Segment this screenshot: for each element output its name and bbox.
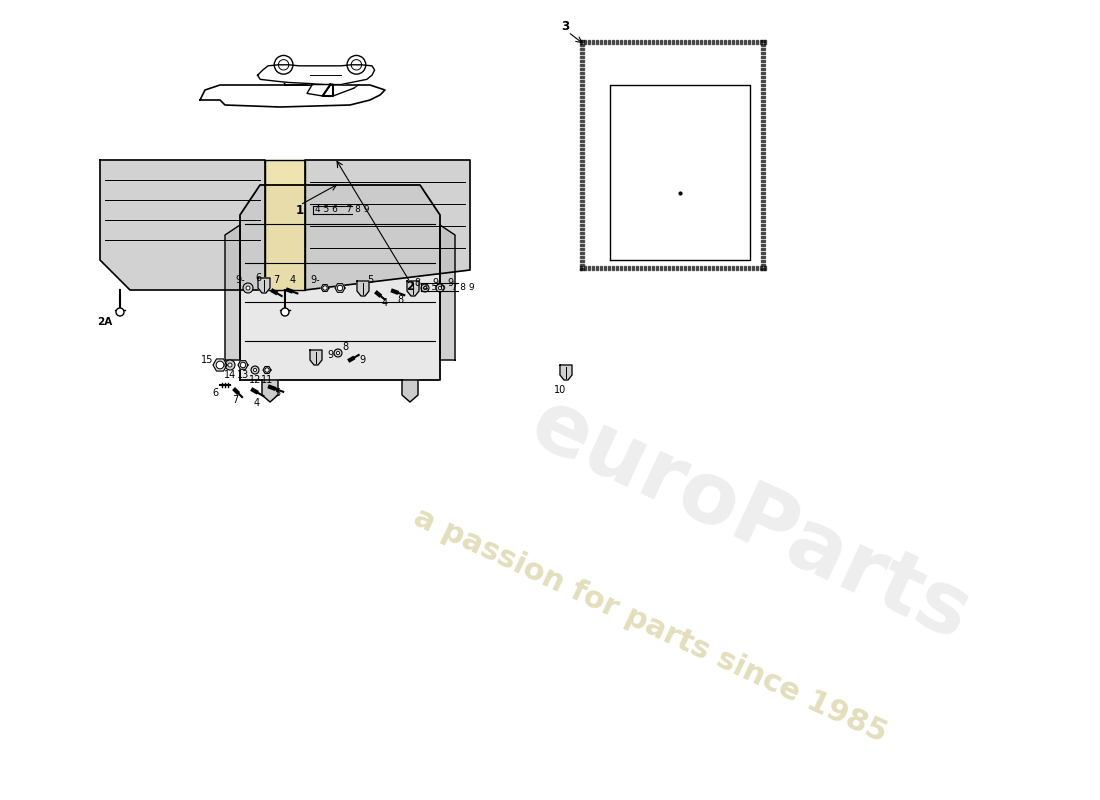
Text: 4: 4 xyxy=(290,275,296,285)
Text: 10: 10 xyxy=(554,385,566,395)
Text: 4: 4 xyxy=(382,298,388,308)
Circle shape xyxy=(338,286,343,290)
Circle shape xyxy=(280,308,289,316)
Polygon shape xyxy=(307,85,330,96)
Circle shape xyxy=(228,363,232,367)
Polygon shape xyxy=(310,350,322,365)
Polygon shape xyxy=(265,160,305,290)
Text: 9: 9 xyxy=(447,278,453,288)
Circle shape xyxy=(439,286,441,290)
Polygon shape xyxy=(402,380,418,402)
Text: 14: 14 xyxy=(224,370,236,380)
Circle shape xyxy=(424,286,427,290)
Text: 12: 12 xyxy=(249,375,261,385)
Text: 8: 8 xyxy=(342,342,348,352)
Text: 4 5 6  7 8 9: 4 5 6 7 8 9 xyxy=(424,282,474,291)
Circle shape xyxy=(243,283,253,293)
Text: a passion for parts since 1985: a passion for parts since 1985 xyxy=(409,502,891,748)
Circle shape xyxy=(334,349,342,357)
Polygon shape xyxy=(560,365,572,380)
Text: 2A: 2A xyxy=(98,317,112,327)
Polygon shape xyxy=(257,65,375,85)
Text: 7: 7 xyxy=(232,395,238,405)
Circle shape xyxy=(337,351,340,354)
Text: 9: 9 xyxy=(327,350,333,360)
Text: 5: 5 xyxy=(274,388,280,398)
Text: 8: 8 xyxy=(414,278,420,288)
Text: 11: 11 xyxy=(261,375,273,385)
Text: 13: 13 xyxy=(236,370,249,380)
Circle shape xyxy=(322,286,327,290)
Circle shape xyxy=(226,360,235,370)
Polygon shape xyxy=(440,225,455,360)
Circle shape xyxy=(216,361,224,369)
Text: 7: 7 xyxy=(273,275,279,285)
Polygon shape xyxy=(262,380,278,402)
Polygon shape xyxy=(407,281,419,296)
Circle shape xyxy=(246,286,250,290)
Polygon shape xyxy=(100,160,265,290)
Text: 2: 2 xyxy=(406,281,414,294)
Polygon shape xyxy=(240,185,440,380)
Text: 9-: 9- xyxy=(310,275,320,285)
Polygon shape xyxy=(213,359,227,371)
Circle shape xyxy=(253,368,256,371)
Polygon shape xyxy=(305,160,470,290)
Circle shape xyxy=(116,308,124,316)
Text: 5: 5 xyxy=(367,275,373,285)
Polygon shape xyxy=(336,284,345,292)
Circle shape xyxy=(265,368,269,372)
Text: 8: 8 xyxy=(397,295,403,305)
Polygon shape xyxy=(238,361,248,370)
Text: 6: 6 xyxy=(212,388,218,398)
Circle shape xyxy=(251,366,258,374)
Text: 3: 3 xyxy=(561,20,569,33)
Polygon shape xyxy=(358,281,368,296)
Polygon shape xyxy=(321,285,329,291)
Text: 4 5 6   7 8 9: 4 5 6 7 8 9 xyxy=(315,206,370,214)
Text: 1: 1 xyxy=(296,203,304,217)
Polygon shape xyxy=(263,366,271,374)
Text: euroParts: euroParts xyxy=(517,382,983,658)
Text: 15: 15 xyxy=(201,355,213,365)
Polygon shape xyxy=(226,225,240,360)
Polygon shape xyxy=(258,278,270,293)
Circle shape xyxy=(436,284,444,292)
Circle shape xyxy=(240,362,245,368)
Text: 9: 9 xyxy=(359,355,365,365)
Text: 4: 4 xyxy=(254,398,260,408)
Text: 9-: 9- xyxy=(235,275,245,285)
Circle shape xyxy=(421,284,429,292)
Text: 9: 9 xyxy=(432,278,438,288)
Text: 6: 6 xyxy=(255,273,261,283)
